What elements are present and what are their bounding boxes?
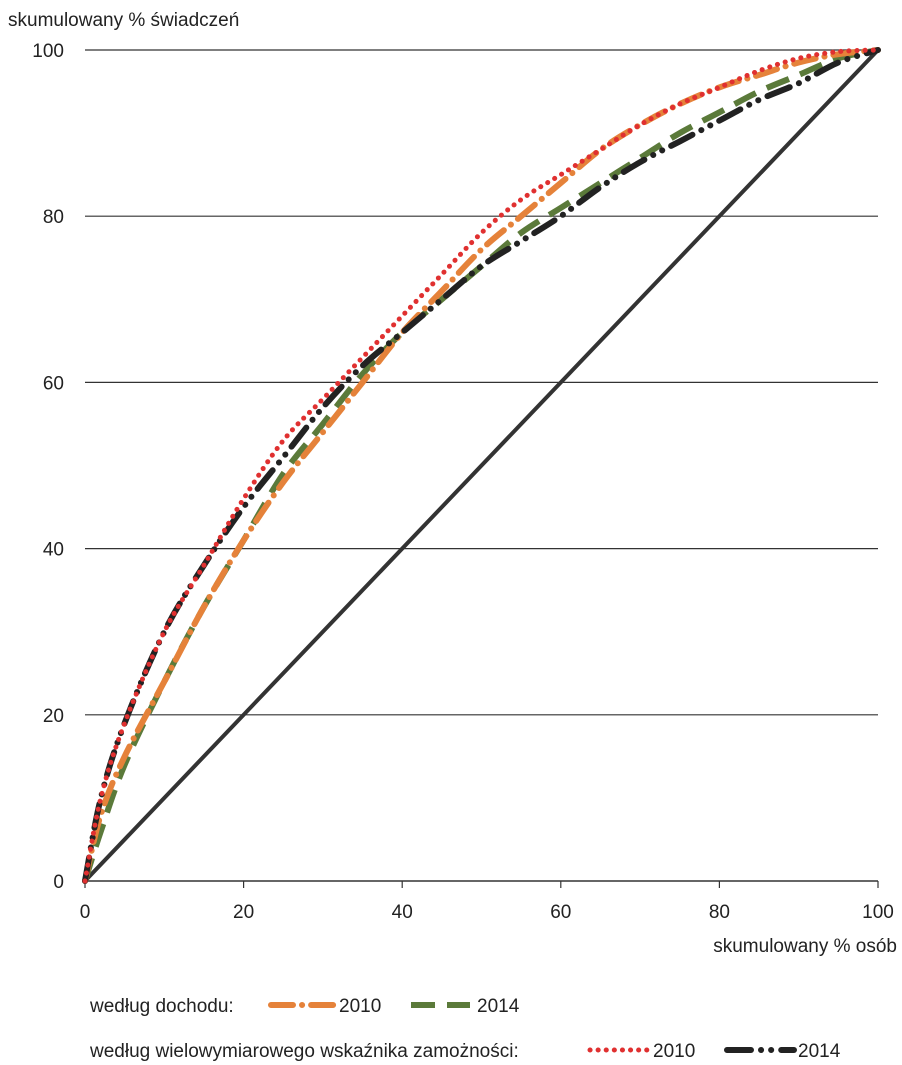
series-wealth-2014 — [82, 47, 881, 884]
legend-group-income-label: według dochodu: — [89, 996, 234, 1017]
series-equality-line — [83, 48, 880, 883]
y-axis-title: skumulowany % świadczeń — [8, 10, 239, 31]
y-tick-label-40: 40 — [43, 540, 64, 561]
legend-group-wealth-label: według wielowymiarowego wskaźnika zamożn… — [89, 1041, 519, 1062]
legend-label-wealth-2014: 2014 — [798, 1041, 841, 1062]
x-tick-label-0: 0 — [80, 902, 91, 923]
x-tick-labels: 0 20 40 60 80 100 — [80, 902, 894, 923]
legend-label-wealth-2010: 2010 — [653, 1041, 695, 1062]
legend-group-wealth: według wielowymiarowego wskaźnika zamożn… — [89, 1041, 841, 1062]
grid-lines — [85, 49, 878, 716]
y-tick-label-80: 80 — [43, 207, 64, 228]
x-tick-label-80: 80 — [709, 902, 730, 923]
x-tick-label-60: 60 — [550, 902, 571, 923]
legend-group-income: według dochodu: 2010 2014 — [89, 996, 520, 1017]
y-tick-label-100: 100 — [32, 41, 64, 62]
series-lines — [82, 47, 881, 884]
y-tick-label-0: 0 — [53, 872, 64, 893]
legend: według dochodu: 2010 2014 według wielowy… — [89, 996, 841, 1062]
x-tick-label-20: 20 — [233, 902, 254, 923]
x-tick-label-100: 100 — [862, 902, 894, 923]
y-tick-label-20: 20 — [43, 706, 64, 727]
x-axis-title: skumulowany % osób — [713, 936, 897, 957]
axes — [84, 880, 879, 888]
y-tick-label-60: 60 — [43, 373, 64, 394]
legend-label-income-2010: 2010 — [339, 996, 381, 1017]
series-wealth-2010 — [82, 47, 881, 884]
legend-label-income-2014: 2014 — [477, 996, 520, 1017]
y-tick-labels: 0 20 40 60 80 100 — [32, 41, 64, 893]
x-tick-label-40: 40 — [392, 902, 413, 923]
